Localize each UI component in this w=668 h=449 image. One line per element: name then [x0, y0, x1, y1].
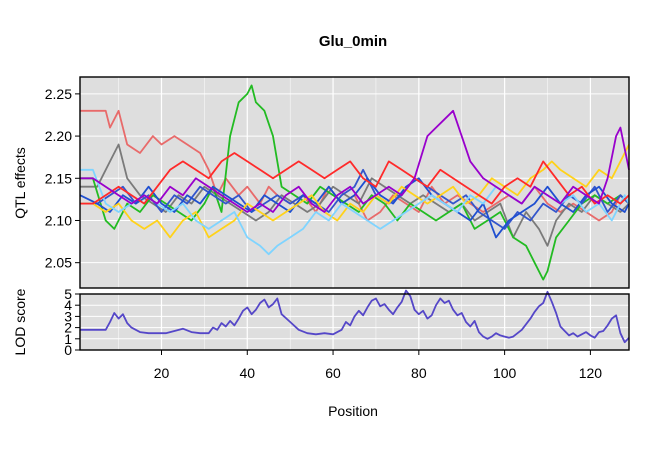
lod-series	[80, 289, 630, 344]
y-tick-label: 2.20	[45, 128, 72, 144]
y-tick-label: 2.15	[45, 170, 72, 186]
effects-panel: 2.05 2.10 2.15 2.20 2.25 QTL effects	[12, 76, 630, 289]
x-axis-label: Position	[328, 403, 378, 419]
lod-panel-frame	[79, 293, 630, 351]
y-tick-label: 2.05	[45, 255, 72, 271]
effects-series	[79, 84, 630, 281]
y-tick-label: 2.10	[45, 212, 72, 228]
x-tick-label: 120	[579, 365, 603, 381]
y-tick-label: 3	[64, 308, 72, 324]
x-tick-label: 100	[493, 365, 517, 381]
effects-grid	[80, 77, 629, 288]
series-line-3	[80, 168, 630, 230]
effects-ylabel: QTL effects	[12, 147, 28, 219]
x-tick-label: 40	[239, 365, 255, 381]
series-line-5	[80, 144, 630, 239]
lod-panel-background	[80, 294, 629, 350]
y-tick-label: 2.25	[45, 86, 72, 102]
series-line-4	[79, 177, 630, 239]
x-tick-label: 80	[411, 365, 427, 381]
series-line-7	[80, 152, 630, 205]
y-tick-label: 1	[64, 331, 72, 347]
y-tick-label: 5	[64, 286, 72, 302]
y-tick-label: 4	[64, 297, 72, 313]
y-tick-label: 0	[64, 342, 72, 358]
series-line-0	[80, 289, 630, 344]
lod-ylabel: LOD score	[12, 288, 28, 355]
effects-panel-frame	[79, 76, 630, 289]
effects-panel-background	[80, 77, 629, 288]
series-line-8	[80, 109, 630, 213]
x-tick-label: 20	[154, 365, 170, 381]
lod-x-axis: 20 40 60 80 100 120	[154, 350, 603, 381]
y-tick-label: 2	[64, 320, 72, 336]
effects-y-axis: 2.05 2.10 2.15 2.20 2.25	[45, 86, 80, 271]
chart-title: Glu_0min	[319, 33, 387, 50]
x-tick-label: 60	[325, 365, 341, 381]
